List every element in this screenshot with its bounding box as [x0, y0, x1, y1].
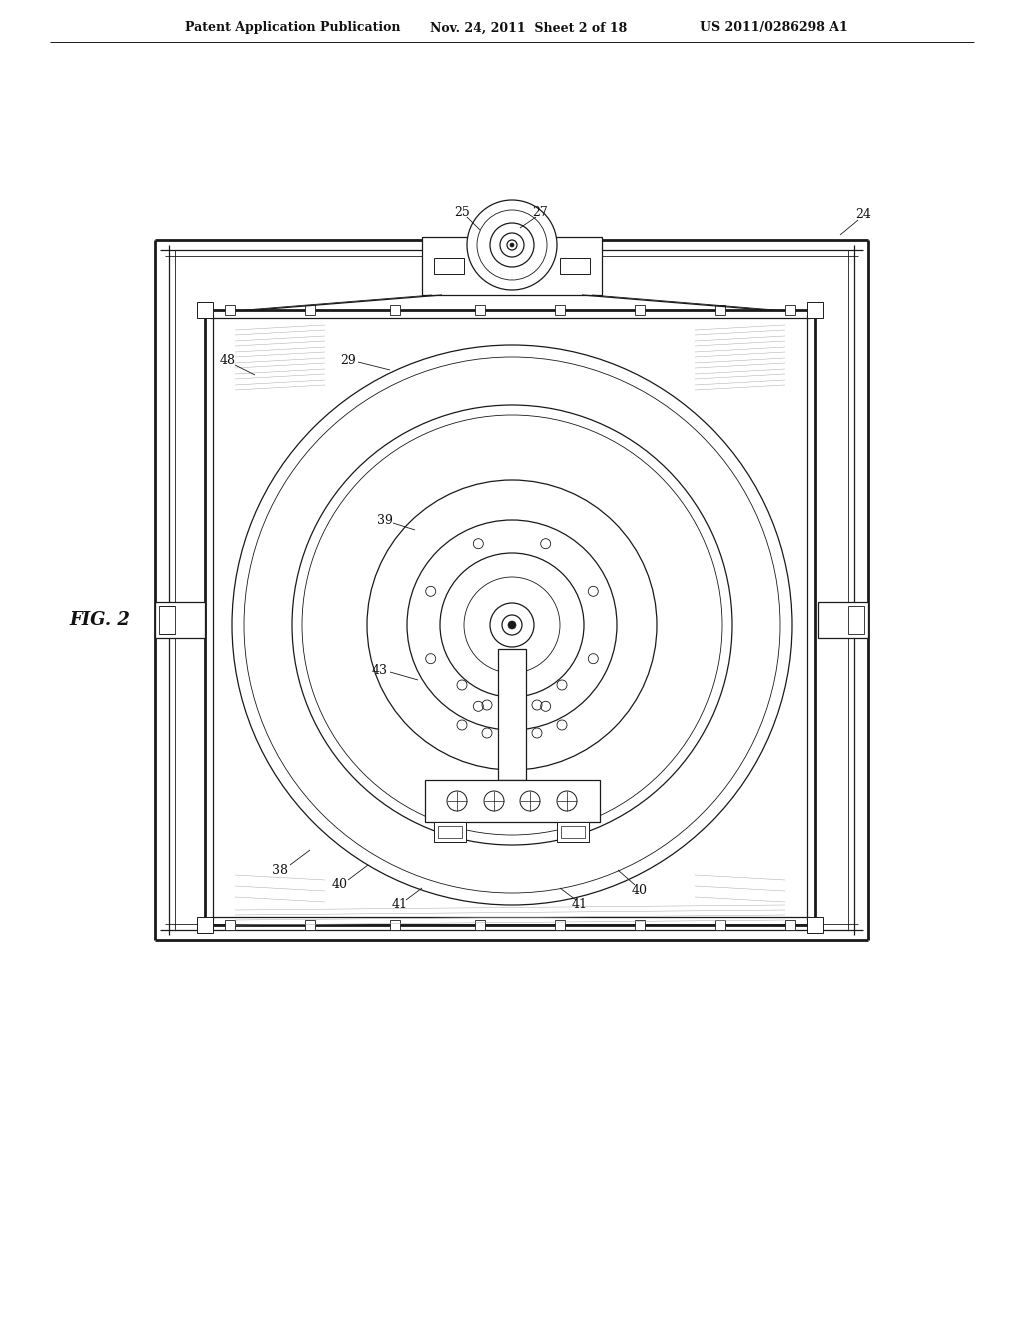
- Bar: [785, 920, 795, 931]
- Circle shape: [440, 553, 584, 697]
- Bar: [557, 822, 589, 842]
- Bar: [715, 920, 725, 931]
- Bar: [390, 305, 400, 315]
- Bar: [225, 920, 234, 931]
- Bar: [155, 602, 205, 638]
- Bar: [475, 920, 485, 931]
- Bar: [715, 305, 725, 315]
- Bar: [197, 917, 213, 933]
- Circle shape: [508, 620, 516, 630]
- Bar: [818, 602, 868, 638]
- Bar: [561, 826, 585, 838]
- Bar: [848, 606, 864, 634]
- Bar: [555, 305, 565, 315]
- Bar: [807, 917, 823, 933]
- Text: 24: 24: [855, 209, 871, 222]
- Bar: [425, 780, 600, 822]
- Text: FIG. 2: FIG. 2: [70, 611, 130, 630]
- Bar: [785, 305, 795, 315]
- Text: 40: 40: [632, 883, 648, 896]
- Bar: [475, 305, 485, 315]
- Text: 27: 27: [532, 206, 548, 219]
- Bar: [197, 302, 213, 318]
- Bar: [635, 920, 645, 931]
- Text: US 2011/0286298 A1: US 2011/0286298 A1: [700, 21, 848, 34]
- Bar: [225, 305, 234, 315]
- Circle shape: [502, 615, 522, 635]
- Bar: [305, 305, 315, 315]
- Text: 48: 48: [220, 354, 236, 367]
- Bar: [498, 649, 526, 780]
- Circle shape: [500, 234, 524, 257]
- Text: 41: 41: [572, 899, 588, 912]
- Circle shape: [407, 520, 617, 730]
- Text: 29: 29: [340, 354, 356, 367]
- Bar: [305, 920, 315, 931]
- Bar: [159, 606, 175, 634]
- Text: 25: 25: [454, 206, 470, 219]
- Bar: [422, 238, 602, 294]
- Text: 43: 43: [372, 664, 388, 676]
- Circle shape: [507, 240, 517, 249]
- Circle shape: [467, 201, 557, 290]
- Bar: [807, 302, 823, 318]
- Bar: [434, 257, 464, 275]
- Bar: [434, 822, 466, 842]
- Bar: [390, 920, 400, 931]
- Circle shape: [490, 223, 534, 267]
- Circle shape: [367, 480, 657, 770]
- Bar: [635, 305, 645, 315]
- Circle shape: [490, 603, 534, 647]
- Text: 40: 40: [332, 879, 348, 891]
- Text: Nov. 24, 2011  Sheet 2 of 18: Nov. 24, 2011 Sheet 2 of 18: [430, 21, 628, 34]
- Circle shape: [510, 243, 514, 247]
- Bar: [560, 257, 590, 275]
- Bar: [555, 920, 565, 931]
- Text: 39: 39: [377, 513, 393, 527]
- Text: 38: 38: [272, 863, 288, 876]
- Bar: [438, 826, 462, 838]
- Text: Patent Application Publication: Patent Application Publication: [185, 21, 400, 34]
- Text: 41: 41: [392, 899, 408, 912]
